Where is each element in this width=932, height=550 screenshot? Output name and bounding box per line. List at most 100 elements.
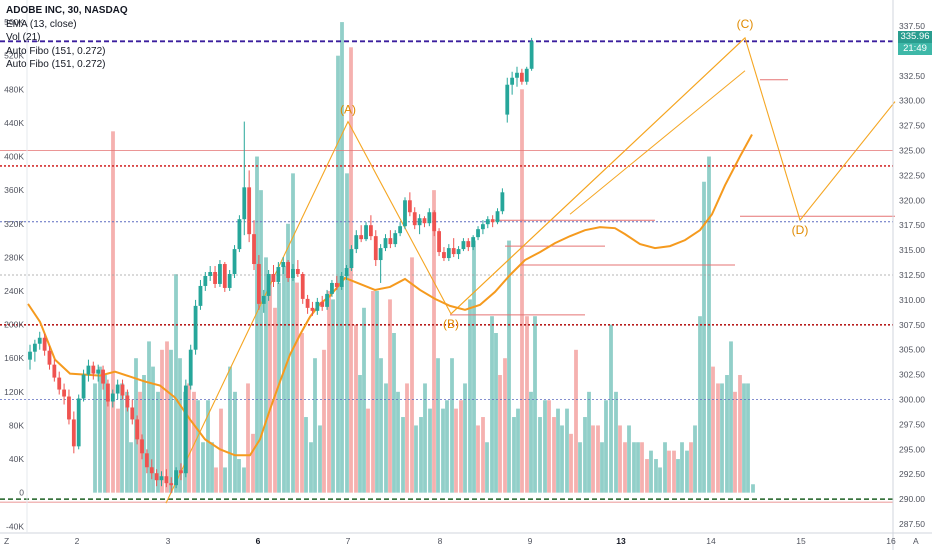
volume-bar bbox=[375, 290, 379, 493]
volume-bar bbox=[636, 442, 640, 493]
volume-bar bbox=[702, 181, 706, 493]
volume-bar bbox=[268, 274, 272, 493]
candle-body bbox=[140, 439, 144, 454]
volume-bar bbox=[560, 425, 564, 493]
left-corner-label: Z bbox=[4, 536, 9, 546]
candle-body bbox=[188, 349, 193, 386]
volume-tick-label: 200K bbox=[4, 320, 24, 330]
candle-body bbox=[354, 235, 359, 250]
candle-body bbox=[417, 218, 422, 226]
volume-bar bbox=[547, 400, 551, 493]
price-tick-label: 317.50 bbox=[899, 220, 925, 230]
volume-bar bbox=[503, 358, 507, 493]
candle-body bbox=[403, 200, 407, 227]
volume-bar bbox=[354, 324, 358, 493]
volume-bar bbox=[147, 341, 151, 493]
volume-bar bbox=[609, 324, 613, 493]
volume-bar bbox=[685, 450, 689, 493]
volume-bar bbox=[178, 358, 182, 493]
volume-bar bbox=[304, 417, 308, 493]
volume-bar bbox=[494, 333, 498, 493]
candle-body bbox=[442, 252, 446, 259]
candle-body bbox=[110, 393, 115, 402]
volume-tick-label: 120K bbox=[4, 387, 24, 397]
candle-body bbox=[393, 233, 398, 245]
volume-bar bbox=[472, 240, 476, 493]
legend-fibo-2[interactable]: Auto Fibo (151, 0.272) bbox=[6, 59, 106, 70]
volume-bar bbox=[751, 484, 755, 493]
volume-tick-label: 440K bbox=[4, 118, 24, 128]
volume-bar bbox=[725, 375, 729, 493]
volume-bar bbox=[138, 391, 142, 493]
time-tick-label: 15 bbox=[796, 536, 806, 546]
legend-fibo-1[interactable]: Auto Fibo (151, 0.272) bbox=[6, 45, 106, 57]
volume-bar bbox=[614, 391, 618, 493]
volume-bar bbox=[327, 290, 331, 493]
candle-body bbox=[373, 236, 378, 261]
time-tick-label: 16 bbox=[886, 536, 896, 546]
volume-bar bbox=[358, 375, 362, 493]
volume-bar bbox=[106, 400, 110, 493]
time-tick-label: 2 bbox=[75, 536, 80, 546]
candle-body bbox=[286, 262, 291, 278]
candle-body bbox=[471, 237, 476, 248]
candle-body bbox=[135, 419, 140, 440]
last-price-value: 335.96 bbox=[900, 31, 930, 42]
volume-bar bbox=[733, 391, 737, 493]
volume-bar bbox=[174, 274, 178, 493]
volume-bar bbox=[210, 442, 214, 493]
candle-body bbox=[481, 224, 485, 230]
volume-tick-label: 0 bbox=[19, 488, 24, 498]
volume-bar bbox=[264, 257, 268, 493]
volume-bar bbox=[689, 442, 693, 493]
volume-bar bbox=[618, 425, 622, 493]
candle-body bbox=[67, 396, 71, 420]
candle-body bbox=[62, 389, 66, 397]
volume-bar bbox=[414, 425, 418, 493]
candle-body bbox=[422, 218, 427, 224]
volume-bar bbox=[454, 408, 458, 493]
volume-bar bbox=[716, 383, 720, 493]
candle-body bbox=[291, 269, 295, 278]
legend-title: ADOBE INC, 30, NASDAQ bbox=[6, 5, 128, 16]
time-tick-label: 6 bbox=[256, 536, 261, 546]
candle-body bbox=[32, 343, 37, 352]
candle-body bbox=[310, 307, 315, 311]
candle-body bbox=[71, 419, 76, 447]
volume-bar bbox=[151, 366, 155, 493]
legend-ema[interactable]: EMA (13, close) bbox=[6, 18, 77, 30]
volume-bar bbox=[300, 333, 304, 493]
volume-tick-label: 40K bbox=[9, 454, 24, 464]
time-tick-label: 3 bbox=[166, 536, 171, 546]
candle-body bbox=[28, 351, 32, 360]
volume-bar bbox=[214, 467, 218, 493]
price-tick-label: 290.00 bbox=[899, 494, 925, 504]
volume-bar bbox=[120, 383, 124, 493]
wave-label: (B) bbox=[443, 317, 459, 331]
volume-bar bbox=[401, 417, 405, 493]
volume-bar bbox=[587, 391, 591, 493]
volume-bar bbox=[632, 442, 636, 493]
wave-channel-line bbox=[569, 70, 746, 215]
volume-bar bbox=[410, 257, 414, 493]
volume-bar bbox=[445, 400, 449, 493]
volume-bar bbox=[649, 450, 653, 493]
candle-body bbox=[52, 364, 57, 378]
legend-volume[interactable]: Vol (21) bbox=[6, 32, 41, 43]
price-tick-label: 295.00 bbox=[899, 444, 925, 454]
volume-bar bbox=[663, 442, 667, 493]
candle-body bbox=[364, 225, 368, 240]
candle-body bbox=[261, 295, 266, 304]
candle-body bbox=[334, 282, 339, 287]
candle-body bbox=[495, 211, 500, 223]
candle-body bbox=[120, 384, 125, 396]
candle-body bbox=[349, 249, 354, 269]
candle-body bbox=[193, 305, 198, 350]
chart-legend: ADOBE INC, 30, NASDAQ EMA (13, close) Vo… bbox=[6, 4, 128, 72]
volume-bar bbox=[742, 383, 746, 493]
candle-body bbox=[344, 268, 349, 276]
volume-bar bbox=[340, 22, 344, 493]
wave-label: (A) bbox=[340, 103, 356, 117]
